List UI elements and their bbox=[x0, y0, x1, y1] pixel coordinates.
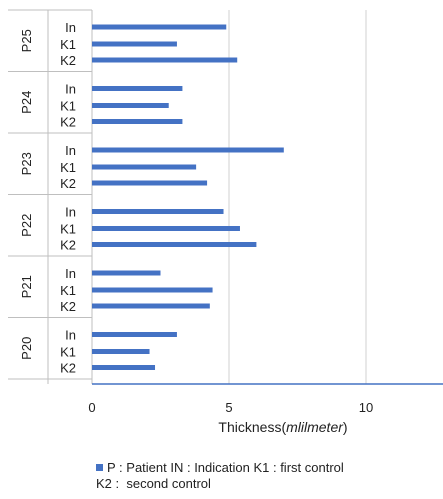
bar-label-P23-K1: K1 bbox=[60, 160, 76, 175]
bar-label-P20-In: In bbox=[65, 328, 76, 343]
group-label-P21: P21 bbox=[19, 275, 34, 298]
bar-P23-In bbox=[92, 147, 284, 153]
x-tick-0: 0 bbox=[88, 400, 95, 415]
bar-P21-K2 bbox=[92, 303, 210, 309]
group-labels: P25 P24 P23 P22 P21 P20 bbox=[19, 29, 34, 360]
x-axis-label: Thickness(mlilmeter) bbox=[218, 419, 347, 435]
x-tick-labels: 0 5 10 bbox=[88, 400, 373, 415]
x-tick-1: 5 bbox=[225, 400, 232, 415]
legend: P : Patient IN : Indication K1 : first c… bbox=[96, 460, 441, 492]
group-label-P23: P23 bbox=[19, 152, 34, 175]
bar-P22-K2 bbox=[92, 242, 257, 247]
bar-label-P22-In: In bbox=[65, 205, 76, 220]
bar-label-P22-K2: K2 bbox=[60, 238, 76, 253]
legend-line-1: P : Patient IN : Indication K1 : first c… bbox=[96, 460, 441, 476]
bar-label-P25-K2: K2 bbox=[60, 53, 76, 68]
bar-P20-In bbox=[92, 332, 177, 337]
group-label-P20: P20 bbox=[19, 337, 34, 360]
bar-label-P24-In: In bbox=[65, 82, 76, 97]
bar-P20-K1 bbox=[92, 349, 150, 354]
group-label-P25: P25 bbox=[19, 29, 34, 52]
bar-label-P20-K1: K1 bbox=[60, 345, 76, 360]
x-axis-label-main: Thickness( bbox=[218, 419, 286, 435]
group-label-P22: P22 bbox=[19, 214, 34, 237]
legend-text-2: K2 : second control bbox=[96, 476, 211, 491]
bar-label-P24-K2: K2 bbox=[60, 115, 76, 130]
bar-P20-K2 bbox=[92, 365, 156, 370]
bar-P25-In bbox=[92, 24, 227, 30]
bar-label-P23-In: In bbox=[65, 143, 76, 158]
bar-P24-K2 bbox=[92, 119, 183, 124]
bar-label-P21-K1: K1 bbox=[60, 283, 76, 298]
bar-label-P25-K1: K1 bbox=[60, 37, 76, 52]
x-axis-label-close: ) bbox=[343, 419, 348, 435]
bar-label-P21-In: In bbox=[65, 266, 76, 281]
bar-label-P25-In: In bbox=[65, 20, 76, 35]
legend-swatch bbox=[96, 464, 103, 471]
bar-P24-In bbox=[92, 86, 183, 91]
x-tick-2: 10 bbox=[359, 400, 373, 415]
bar-P22-In bbox=[92, 209, 224, 214]
bar-label-P21-K2: K2 bbox=[60, 299, 76, 314]
bar-label-P20-K2: K2 bbox=[60, 361, 76, 376]
bar-label-P23-K2: K2 bbox=[60, 176, 76, 191]
legend-line-2: K2 : second control bbox=[96, 476, 441, 492]
bar-P25-K1 bbox=[92, 41, 177, 47]
bar-P25-K2 bbox=[92, 57, 238, 63]
bar-P21-K1 bbox=[92, 287, 213, 293]
bar-P23-K2 bbox=[92, 180, 208, 186]
bar-P24-K1 bbox=[92, 103, 169, 108]
group-label-P24: P24 bbox=[19, 91, 34, 114]
gridlines bbox=[228, 10, 367, 384]
bar-P21-In bbox=[92, 270, 161, 276]
bar-label-P22-K1: K1 bbox=[60, 222, 76, 237]
bars bbox=[92, 24, 284, 370]
legend-text-1: P : Patient IN : Indication K1 : first c… bbox=[107, 460, 344, 475]
bar-label-P24-K1: K1 bbox=[60, 99, 76, 114]
bar-P23-K1 bbox=[92, 164, 197, 170]
group-separators bbox=[8, 9, 93, 384]
x-axis-label-unit: mlilmeter bbox=[286, 419, 344, 435]
bar-P22-K1 bbox=[92, 226, 240, 231]
